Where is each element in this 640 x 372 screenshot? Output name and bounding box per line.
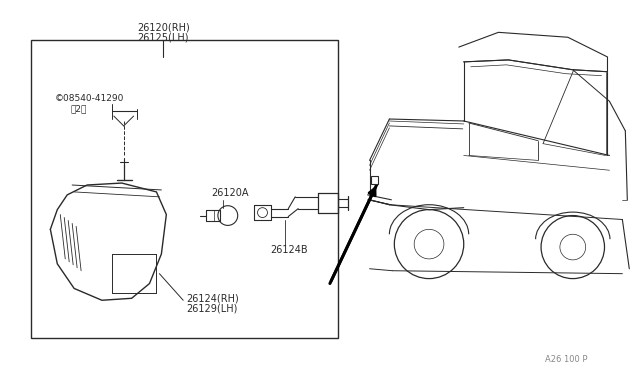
Text: ©08540-41290: ©08540-41290 bbox=[54, 94, 124, 103]
Text: 26120A: 26120A bbox=[211, 188, 248, 198]
Bar bbox=[371, 176, 378, 184]
Text: 26120(RH): 26120(RH) bbox=[137, 22, 189, 32]
Text: 26129(LH): 26129(LH) bbox=[186, 303, 237, 313]
Text: A26 100 P: A26 100 P bbox=[545, 355, 588, 365]
Text: 26124(RH): 26124(RH) bbox=[186, 294, 239, 304]
Bar bbox=[31, 40, 338, 338]
Text: 26124B: 26124B bbox=[271, 245, 308, 255]
Text: 26125(LH): 26125(LH) bbox=[138, 32, 189, 42]
Text: （2）: （2） bbox=[70, 104, 86, 113]
